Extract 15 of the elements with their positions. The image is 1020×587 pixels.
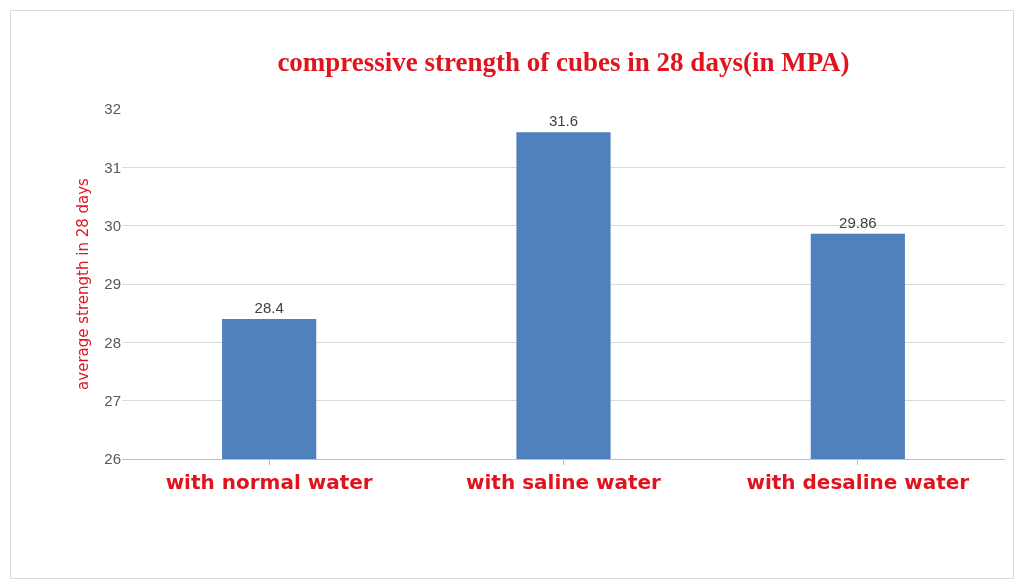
y-tick-label: 30: [104, 216, 121, 234]
data-label: 28.4: [254, 299, 284, 316]
y-tick-label: 26: [104, 450, 121, 468]
x-tick-label: with normal water: [165, 470, 373, 494]
data-label: 31.6: [548, 112, 579, 130]
x-tick-label: with desaline water: [746, 470, 970, 494]
y-tick-label: 28: [104, 333, 121, 351]
y-axis-title: average strength in 28 days: [73, 177, 92, 390]
y-tick-label: 31: [104, 158, 121, 176]
x-tick-label: with saline water: [466, 470, 662, 494]
y-tick-label: 29: [104, 275, 121, 293]
data-label: 29.86: [839, 213, 877, 231]
y-tick-label: 32: [104, 100, 121, 118]
y-tick-label: 27: [104, 391, 121, 409]
chart-title: compressive strength of cubes in 28 days(in MPA): [277, 47, 850, 78]
